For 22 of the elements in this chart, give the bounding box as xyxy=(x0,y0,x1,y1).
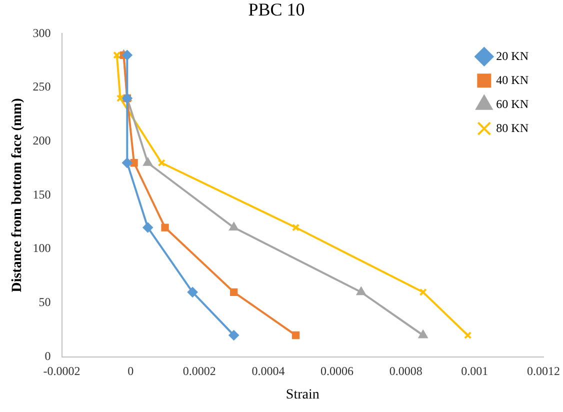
y-tick-label: 0 xyxy=(44,348,51,363)
y-tick-label: 200 xyxy=(32,133,51,148)
x-tick-label: 0.0002 xyxy=(182,364,216,378)
y-tick-label: 100 xyxy=(32,241,51,256)
legend-label: 20 KN xyxy=(496,48,529,63)
y-tick-label: 300 xyxy=(32,26,51,40)
x-axis-title: Strain xyxy=(286,387,320,402)
x-tick-label: 0.0012 xyxy=(527,364,560,378)
y-axis-title: Distance from bottom face (mm) xyxy=(10,98,26,292)
legend-label: 60 KN xyxy=(496,96,529,111)
x-tick-label: -0.0002 xyxy=(43,364,80,378)
x-tick-label: 0.0004 xyxy=(252,364,285,378)
legend-label: 40 KN xyxy=(496,72,529,87)
y-tick-label: 150 xyxy=(32,187,51,202)
legend-label: 80 KN xyxy=(496,120,529,135)
y-tick-label: 250 xyxy=(32,80,51,94)
y-tick-label: 50 xyxy=(38,295,51,310)
x-tick-label: 0.0008 xyxy=(389,364,422,378)
x-tick-label: 0.001 xyxy=(461,364,488,378)
x-tick-label: 0 xyxy=(128,364,134,378)
chart-title: PBC 10 xyxy=(248,0,305,20)
x-tick-label: 0.0006 xyxy=(320,364,354,378)
